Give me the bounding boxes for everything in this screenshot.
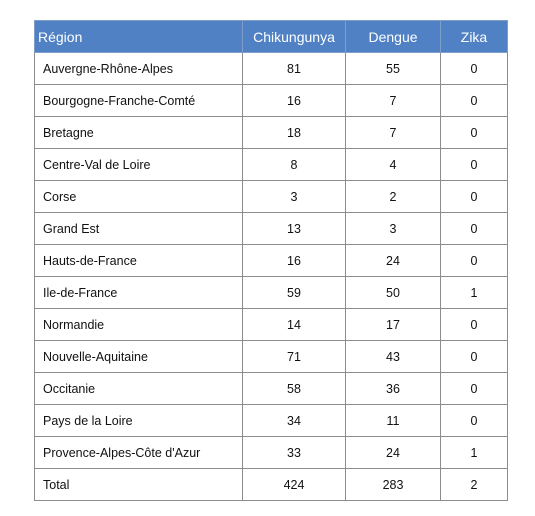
region-cell: Nouvelle-Aquitaine <box>34 340 243 373</box>
count-cell: 81 <box>242 52 346 85</box>
data-table: Région Chikungunya Dengue Zika Auvergne-Rhô… <box>34 20 508 501</box>
count-cell: 0 <box>440 404 508 437</box>
header-row: Région Chikungunya Dengue Zika <box>34 20 508 53</box>
region-cell: Bourgogne-Franche-Comté <box>34 84 243 117</box>
count-cell: 4 <box>345 148 441 181</box>
count-cell: 24 <box>345 244 441 277</box>
count-cell: 36 <box>345 372 441 405</box>
header-cell: Dengue <box>345 20 441 53</box>
count-cell: 283 <box>345 468 441 501</box>
count-cell: 3 <box>242 180 346 213</box>
region-cell: Normandie <box>34 308 243 341</box>
table-row: Normandie 14 17 0 <box>34 308 508 341</box>
count-cell: 18 <box>242 116 346 149</box>
count-cell: 0 <box>440 212 508 245</box>
count-cell: 7 <box>345 116 441 149</box>
header-cell: Chikungunya <box>242 20 346 53</box>
region-cell: Provence-Alpes-Côte d'Azur <box>34 436 243 469</box>
count-cell: 1 <box>440 436 508 469</box>
table-row: Ile-de-France 59 50 1 <box>34 276 508 309</box>
count-cell: 0 <box>440 116 508 149</box>
table-row: Hauts-de-France 16 24 0 <box>34 244 508 277</box>
count-cell: 3 <box>345 212 441 245</box>
count-cell: 71 <box>242 340 346 373</box>
count-cell: 13 <box>242 212 346 245</box>
count-cell: 50 <box>345 276 441 309</box>
count-cell: 0 <box>440 52 508 85</box>
region-cell: Grand Est <box>34 212 243 245</box>
region-cell: Pays de la Loire <box>34 404 243 437</box>
count-cell: 0 <box>440 372 508 405</box>
region-cell: Bretagne <box>34 116 243 149</box>
region-cell: Hauts-de-France <box>34 244 243 277</box>
count-cell: 43 <box>345 340 441 373</box>
count-cell: 58 <box>242 372 346 405</box>
count-cell: 7 <box>345 84 441 117</box>
count-cell: 1 <box>440 276 508 309</box>
region-cell: Total <box>34 468 243 501</box>
count-cell: 16 <box>242 244 346 277</box>
count-cell: 0 <box>440 148 508 181</box>
count-cell: 0 <box>440 308 508 341</box>
header-cell: Zika <box>440 20 508 53</box>
count-cell: 34 <box>242 404 346 437</box>
count-cell: 16 <box>242 84 346 117</box>
table-row: Bourgogne-Franche-Comté 16 7 0 <box>34 84 508 117</box>
count-cell: 8 <box>242 148 346 181</box>
count-cell: 11 <box>345 404 441 437</box>
table-row: Total 424 283 2 <box>34 468 508 501</box>
region-cell: Auvergne-Rhône-Alpes <box>34 52 243 85</box>
count-cell: 17 <box>345 308 441 341</box>
count-cell: 2 <box>440 468 508 501</box>
count-cell: 424 <box>242 468 346 501</box>
count-cell: 0 <box>440 84 508 117</box>
table-row: Pays de la Loire 34 11 0 <box>34 404 508 437</box>
count-cell: 14 <box>242 308 346 341</box>
table-row: Corse 3 2 0 <box>34 180 508 213</box>
table-row: Auvergne-Rhône-Alpes 81 55 0 <box>34 52 508 85</box>
table-row: Centre-Val de Loire 8 4 0 <box>34 148 508 181</box>
count-cell: 24 <box>345 436 441 469</box>
count-cell: 0 <box>440 180 508 213</box>
count-cell: 33 <box>242 436 346 469</box>
region-cell: Centre-Val de Loire <box>34 148 243 181</box>
count-cell: 59 <box>242 276 346 309</box>
count-cell: 0 <box>440 244 508 277</box>
table-body: Auvergne-Rhône-Alpes 81 55 0 Bourgogne-Franc… <box>34 52 508 501</box>
count-cell: 2 <box>345 180 441 213</box>
region-cell: Corse <box>34 180 243 213</box>
region-cell: Ile-de-France <box>34 276 243 309</box>
table-row: Occitanie 58 36 0 <box>34 372 508 405</box>
header-cell: Région <box>34 20 243 53</box>
count-cell: 0 <box>440 340 508 373</box>
table-row: Provence-Alpes-Côte d'Azur 33 24 1 <box>34 436 508 469</box>
table-row: Nouvelle-Aquitaine 71 43 0 <box>34 340 508 373</box>
table-row: Bretagne 18 7 0 <box>34 116 508 149</box>
count-cell: 55 <box>345 52 441 85</box>
region-cell: Occitanie <box>34 372 243 405</box>
table-container: Région Chikungunya Dengue Zika Auvergne-Rhô… <box>34 20 508 501</box>
table-row: Grand Est 13 3 0 <box>34 212 508 245</box>
